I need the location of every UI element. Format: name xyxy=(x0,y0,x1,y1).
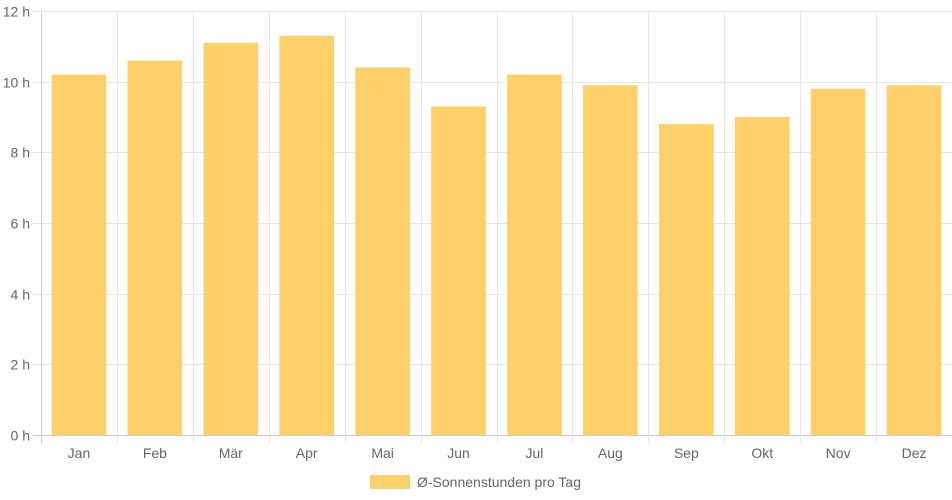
bar-nov[interactable] xyxy=(810,88,866,435)
y-axis-ticks: 0 h 2 h 4 h 6 h 8 h 10 h 12 h xyxy=(3,4,30,444)
x-tick-label: Dez xyxy=(902,445,927,461)
x-tick-label: Nov xyxy=(826,445,851,461)
y-tick-label: 6 h xyxy=(11,216,30,232)
legend-label: Ø-Sonnenstunden pro Tag xyxy=(417,474,581,490)
y-tick-label: 10 h xyxy=(3,75,30,91)
x-tick-label: Jan xyxy=(68,445,91,461)
bar-jul[interactable] xyxy=(507,74,562,435)
bar-mär[interactable] xyxy=(203,42,259,436)
bar-jan[interactable] xyxy=(51,74,107,435)
x-tick-label: Mai xyxy=(371,445,394,461)
y-tick-label: 2 h xyxy=(11,357,30,373)
bar-mai[interactable] xyxy=(355,67,410,435)
x-tick-label: Jul xyxy=(526,445,544,461)
bar-apr[interactable] xyxy=(279,35,335,435)
x-tick-label: Sep xyxy=(674,445,699,461)
x-tick-label: Jun xyxy=(447,445,470,461)
x-axis-ticks: Jan Feb Mär Apr Mai Jun Jul Aug Sep Okt Nov Dez xyxy=(68,445,927,461)
bars xyxy=(51,35,942,436)
y-tick-label: 8 h xyxy=(11,145,30,161)
legend[interactable]: Ø-Sonnenstunden pro Tag xyxy=(370,474,581,490)
bar-aug[interactable] xyxy=(583,85,638,435)
x-tick-label: Feb xyxy=(143,445,167,461)
legend-swatch xyxy=(370,475,410,489)
grid-lines xyxy=(33,11,952,443)
bar-jun[interactable] xyxy=(431,106,486,436)
bar-dez[interactable] xyxy=(886,85,942,435)
x-tick-label: Apr xyxy=(296,445,318,461)
y-tick-label: 0 h xyxy=(11,428,30,444)
y-tick-label: 12 h xyxy=(3,4,30,20)
bar-okt[interactable] xyxy=(734,117,790,435)
bar-sep[interactable] xyxy=(658,124,714,435)
x-tick-label: Mär xyxy=(219,445,243,461)
x-tick-label: Aug xyxy=(598,445,623,461)
x-tick-label: Okt xyxy=(751,445,773,461)
y-tick-label: 4 h xyxy=(11,287,30,303)
bar-feb[interactable] xyxy=(127,60,183,435)
